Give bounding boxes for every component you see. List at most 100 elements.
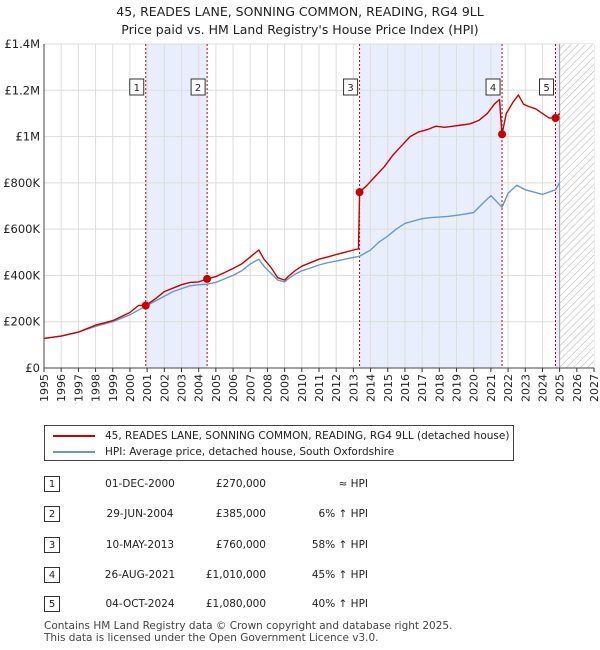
sale-marker-label: 4 xyxy=(490,83,496,94)
sale-marker-label: 3 xyxy=(347,83,353,94)
x-tick-label: 2026 xyxy=(571,374,584,402)
x-tick-label: 1997 xyxy=(72,374,85,402)
legend-swatch-price xyxy=(53,435,95,437)
sale-row: 3 10-MAY-2013 £760,000 58% ↑ HPI xyxy=(44,537,384,555)
sale-hpi-diff: 58% ↑ HPI xyxy=(311,539,368,551)
footer-licence: This data is licensed under the Open Gov… xyxy=(44,632,379,644)
x-tick-label: 2007 xyxy=(244,374,257,402)
price-line xyxy=(43,94,561,340)
x-tick-label: 2005 xyxy=(210,374,223,402)
x-tick-label: 2013 xyxy=(347,374,360,402)
legend: 45, READES LANE, SONNING COMMON, READING… xyxy=(44,425,514,461)
axes xyxy=(43,44,595,372)
x-tick-label: 2019 xyxy=(451,374,464,402)
sale-hpi-diff: 45% ↑ HPI xyxy=(311,569,368,581)
sale-price: £270,000 xyxy=(215,478,266,490)
legend-entry-price: 45, READES LANE, SONNING COMMON, READING… xyxy=(53,428,509,444)
chart: 1995 1996 1997 1998 1999 2000 2001 2002 2003 2004… xyxy=(3,37,600,402)
x-tick-label: 2018 xyxy=(433,374,446,402)
shaded-period xyxy=(145,44,208,368)
legend-swatch-hpi xyxy=(53,451,95,453)
y-tick-label: £600K xyxy=(3,222,40,236)
y-tick-label: £0 xyxy=(25,361,40,375)
sale-number: 2 xyxy=(44,506,60,522)
sale-marker-box xyxy=(539,78,554,96)
legend-label-hpi: HPI: Average price, detached house, Sout… xyxy=(105,446,395,458)
sale-marker-box xyxy=(343,78,359,96)
sale-date: 26-AUG-2021 xyxy=(104,569,176,581)
x-tick-label: 2017 xyxy=(416,374,429,402)
footer-copyright: Contains HM Land Registry data © Crown c… xyxy=(44,620,453,632)
sale-markers: 1 2 3 4 5 xyxy=(129,78,554,96)
sale-number: 4 xyxy=(44,567,60,583)
x-tick-label: 2001 xyxy=(141,374,154,402)
sale-price: £1,080,000 xyxy=(205,598,266,610)
series-lines xyxy=(43,94,561,340)
shaded-period xyxy=(359,44,503,368)
y-tick-label: £1M xyxy=(15,130,40,144)
sale-price: £760,000 xyxy=(215,539,266,551)
y-tick-label: £400K xyxy=(3,268,40,282)
sale-date: 10-MAY-2013 xyxy=(105,539,175,551)
sale-number: 3 xyxy=(44,537,60,553)
sale-point xyxy=(203,274,212,283)
x-tick-label: 1999 xyxy=(107,374,120,402)
x-tick-label: 2021 xyxy=(485,374,498,402)
sale-point xyxy=(551,114,560,123)
chart-subtitle: Price paid vs. HM Land Registry's House … xyxy=(121,22,479,37)
sale-hpi-diff: 6% ↑ HPI xyxy=(318,508,368,520)
x-tick-label: 1995 xyxy=(38,374,51,402)
sale-point xyxy=(141,301,150,310)
x-tick-label: 2022 xyxy=(502,374,515,402)
grid xyxy=(43,43,595,369)
x-tick-label: 2006 xyxy=(227,374,240,402)
sale-marker-box xyxy=(190,78,206,96)
y-tick-label: £200K xyxy=(3,315,40,329)
sale-marker-label: 5 xyxy=(543,83,549,94)
x-tick-label: 2012 xyxy=(330,374,343,402)
x-tick-label: 2009 xyxy=(279,374,292,402)
sale-row: 5 04-OCT-2024 £1,080,000 40% ↑ HPI xyxy=(44,596,384,614)
hpi-line xyxy=(43,182,561,340)
sale-marker-label: 2 xyxy=(195,83,201,94)
sale-date: 29-JUN-2004 xyxy=(106,508,174,520)
x-tick-label: 2027 xyxy=(588,374,600,402)
sale-point xyxy=(498,130,507,139)
sale-hpi-diff: ≈ HPI xyxy=(338,478,368,490)
x-tick-label: 2025 xyxy=(554,374,567,402)
sale-price: £385,000 xyxy=(215,508,266,520)
sale-number: 5 xyxy=(44,596,60,612)
shaded-periods xyxy=(145,44,560,368)
legend-label-price: 45, READES LANE, SONNING COMMON, READING… xyxy=(105,430,510,442)
sale-marker-label: 1 xyxy=(134,83,140,94)
sale-date: 01-DEC-2000 xyxy=(105,478,175,490)
sale-marker-box xyxy=(129,78,145,96)
forecast-hatch xyxy=(559,44,594,368)
sale-points xyxy=(141,114,560,310)
x-tick-label: 2015 xyxy=(382,374,395,402)
x-tick-label: 2010 xyxy=(296,374,309,402)
sale-row: 2 29-JUN-2004 £385,000 6% ↑ HPI xyxy=(44,506,384,524)
sale-point xyxy=(355,188,364,197)
legend-entry-hpi: HPI: Average price, detached house, Sout… xyxy=(53,444,394,460)
x-tick-label: 2008 xyxy=(261,374,274,402)
sale-number: 1 xyxy=(44,476,60,492)
sale-marker-box xyxy=(485,78,501,96)
sale-row: 1 01-DEC-2000 £270,000 ≈ HPI xyxy=(44,476,384,494)
x-tick-label: 1998 xyxy=(90,374,103,402)
x-tick-label: 2011 xyxy=(313,374,326,402)
x-tick-label: 2024 xyxy=(536,374,549,402)
x-tick-label: 1996 xyxy=(55,374,68,402)
x-tick-label: 2003 xyxy=(176,374,189,402)
shaded-period xyxy=(555,44,560,368)
forecast-region xyxy=(559,44,594,368)
x-tick-label: 2000 xyxy=(124,374,137,402)
x-tick-label: 2020 xyxy=(468,374,481,402)
tick-labels: 1995 1996 1997 1998 1999 2000 2001 2002 2003 2004… xyxy=(3,37,600,402)
x-tick-label: 2014 xyxy=(365,374,378,402)
y-tick-label: £1.2M xyxy=(4,83,40,97)
chart-title: 45, READES LANE, SONNING COMMON, READING… xyxy=(116,4,484,19)
y-tick-label: £1.4M xyxy=(4,37,40,51)
sale-row: 4 26-AUG-2021 £1,010,000 45% ↑ HPI xyxy=(44,567,384,585)
x-tick-label: 2004 xyxy=(193,374,206,402)
